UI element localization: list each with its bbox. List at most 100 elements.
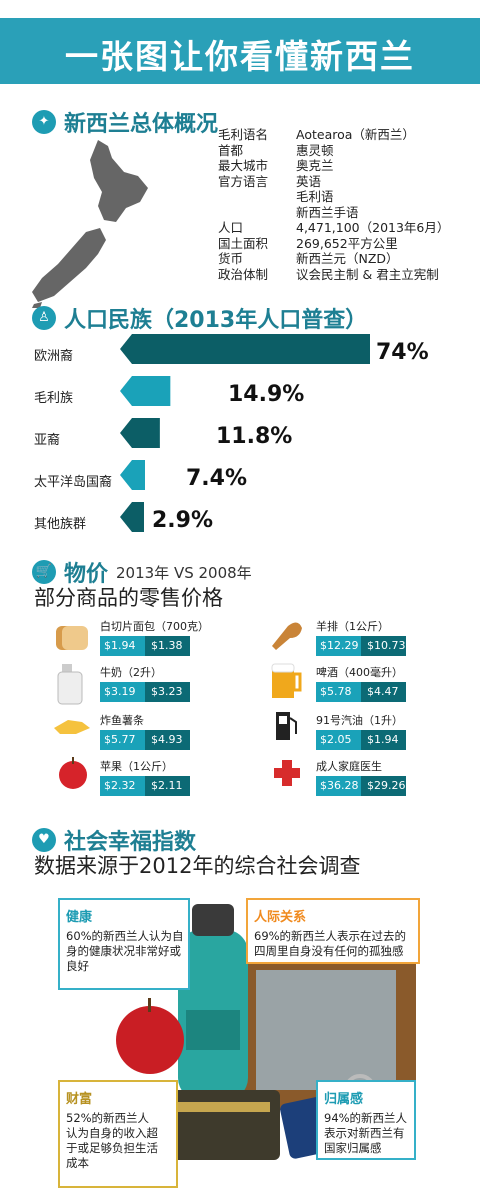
belonging-title: 归属感: [324, 1092, 364, 1107]
price-item-name: 啤酒（400毫升）: [316, 666, 403, 679]
price-values: $3.19 $3.23: [100, 682, 190, 702]
price-2008: $4.93: [145, 730, 190, 750]
price-values: $2.32 $2.11: [100, 776, 190, 796]
overview-value: 4,471,100（2013年6月）: [296, 220, 450, 235]
wealth-title: 财富: [66, 1092, 93, 1107]
health-box: 健康 60%的新西兰人认为自身的健康状况非常好或良好: [58, 898, 190, 990]
overview-value: 惠灵顿: [296, 142, 334, 158]
overview-value: 议会民主制 & 君主立宪制: [296, 266, 439, 282]
price-2008: $3.23: [145, 682, 190, 702]
relationship-title: 人际关系: [254, 910, 307, 925]
price-2008: $1.94: [361, 730, 406, 750]
ethnic-bar: [120, 334, 370, 364]
overview-table: 毛利语名 Aotearoa（新西兰） 首都 惠灵顿 最大城市 奥克兰 官方语言 英语 毛…: [218, 124, 450, 282]
wellbeing-title: 社会幸福指数: [64, 830, 197, 855]
overview-value: 英语: [296, 173, 322, 189]
price-2008: $1.38: [145, 636, 190, 656]
overview-value: 269,652平方公里: [296, 235, 398, 251]
health-text: 60%的新西兰人认为自身的健康状况非常好或良好: [66, 929, 184, 973]
ethnic-percent: 2.9%: [152, 508, 214, 533]
ethnic-bar: [120, 376, 171, 406]
nz-map-icon: [32, 140, 148, 308]
overview-value: 新西兰元（NZD）: [296, 251, 399, 266]
ethnic-label: 欧洲裔: [34, 349, 74, 364]
relationship-text: 69%的新西兰人表示在过去的四周里自身没有任何的孤独感: [254, 929, 407, 958]
prices-title: 物价: [64, 562, 109, 587]
wealth-box: 财富 52%的新西兰人认为自身的收入超于或足够负担生活成本: [58, 1080, 178, 1188]
ethnic-bar: [120, 460, 145, 490]
header-bar: [0, 18, 480, 84]
price-2008: $29.26: [361, 776, 406, 796]
milk-icon: [57, 664, 83, 705]
price-values: $5.77 $4.93: [100, 730, 190, 750]
price-values: $36.28 $29.26: [316, 776, 406, 796]
belonging-box: 归属感 94%的新西兰人表示对新西兰有国家归属感: [316, 1080, 416, 1160]
price-values: $12.29 $10.73: [316, 636, 406, 656]
ethnic-title: 人口民族（2013年人口普查）: [64, 308, 368, 333]
fish-chips-icon: [54, 720, 90, 734]
overview-key: 政治体制: [218, 266, 269, 282]
price-2008: $10.73: [361, 636, 406, 656]
price-2013: $3.19: [100, 682, 145, 702]
health-title: 健康: [66, 910, 93, 925]
ethnic-label: 亚裔: [34, 433, 61, 448]
ethnic-bar: [120, 502, 144, 532]
price-2013: $5.77: [100, 730, 145, 750]
overview-key: 毛利语名: [218, 127, 269, 142]
price-2013: $5.78: [316, 682, 361, 702]
price-2013: $12.29: [316, 636, 361, 656]
price-2008: $4.47: [361, 682, 406, 702]
price-item-name: 炸鱼薯条: [100, 714, 144, 727]
heart-icon: ♥: [32, 828, 56, 852]
ethnic-percent: 14.9%: [228, 382, 305, 407]
price-2008: $2.11: [145, 776, 190, 796]
belonging-text: 94%的新西兰人表示对新西兰有国家归属感: [324, 1111, 408, 1155]
price-item-name: 牛奶（2升）: [100, 666, 162, 679]
price-values: $2.05 $1.94: [316, 730, 406, 750]
overview-key: 首都: [218, 142, 244, 158]
price-2013: $1.94: [100, 636, 145, 656]
overview-key: [218, 202, 298, 218]
ethnic-bars: [120, 334, 370, 532]
prices-title2: 部分商品的零售价格: [34, 586, 223, 610]
price-2013: $36.28: [316, 776, 361, 796]
ethnic-percent: 74%: [376, 340, 429, 365]
overview-key: 官方语言: [218, 173, 269, 189]
ethnic-percent: 7.4%: [186, 466, 248, 491]
apple-icon: [59, 757, 87, 789]
price-values: $5.78 $4.47: [316, 682, 406, 702]
price-item-name: 苹果（1公斤）: [100, 760, 173, 773]
price-2013: $2.32: [100, 776, 145, 796]
relationship-box: 人际关系 69%的新西兰人表示在过去的四周里自身没有任何的孤独感: [246, 898, 420, 964]
price-item-name: 成人家庭医生: [316, 760, 382, 773]
overview-value: 新西兰手语: [296, 204, 359, 220]
fuel-pump-icon: [276, 712, 297, 740]
page-title: 一张图让你看懂新西兰: [65, 37, 415, 76]
overview-key: 最大城市: [218, 158, 269, 173]
ethnic-label: 毛利族: [34, 391, 74, 406]
medical-cross-icon: [274, 760, 300, 786]
price-item-name: 白切片面包（700克）: [100, 620, 209, 633]
price-2013: $2.05: [316, 730, 361, 750]
bread-icon: [56, 626, 88, 650]
overview-key: 国土面积: [218, 235, 269, 251]
person-icon: ♙: [32, 306, 56, 330]
overview-value: 毛利语: [296, 189, 334, 204]
overview-key: 货币: [218, 251, 244, 266]
beer-icon: [271, 663, 302, 698]
ethnic-label: 其他族群: [34, 517, 87, 532]
overview-key: 人口: [218, 220, 244, 235]
overview-title: 新西兰总体概况: [64, 112, 219, 137]
lamb-chop-icon: [272, 622, 302, 650]
price-item-name: 91号汽油（1升）: [316, 714, 403, 727]
wellbeing-title2: 数据来源于2012年的综合社会调查: [34, 854, 361, 878]
ethnic-label: 太平洋岛国裔: [34, 475, 113, 490]
price-item-name: 羊排（1公斤）: [316, 620, 389, 633]
wealth-text: 52%的新西兰人认为自身的收入超于或足够负担生活成本: [66, 1111, 158, 1170]
overview-key: [218, 186, 298, 202]
overview-value: Aotearoa（新西兰）: [296, 127, 415, 142]
star-cluster-icon: ✦: [32, 110, 56, 134]
overview-value: 奥克兰: [296, 158, 334, 173]
prices-subtitle: 2013年 VS 2008年: [116, 564, 252, 582]
ethnic-bar: [120, 418, 160, 448]
